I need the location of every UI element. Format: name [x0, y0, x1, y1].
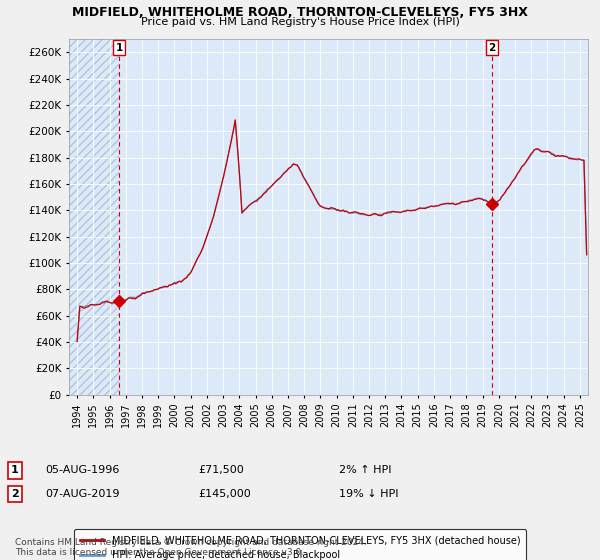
- Text: Price paid vs. HM Land Registry's House Price Index (HPI): Price paid vs. HM Land Registry's House …: [140, 17, 460, 27]
- Text: £145,000: £145,000: [198, 489, 251, 499]
- Text: 05-AUG-1996: 05-AUG-1996: [45, 465, 119, 475]
- Text: Contains HM Land Registry data © Crown copyright and database right 2024.
This d: Contains HM Land Registry data © Crown c…: [15, 538, 367, 557]
- Text: 2: 2: [488, 43, 496, 53]
- Text: MIDFIELD, WHITEHOLME ROAD, THORNTON-CLEVELEYS, FY5 3HX: MIDFIELD, WHITEHOLME ROAD, THORNTON-CLEV…: [72, 6, 528, 18]
- Text: 2% ↑ HPI: 2% ↑ HPI: [339, 465, 391, 475]
- Text: 2: 2: [11, 489, 19, 499]
- Text: 19% ↓ HPI: 19% ↓ HPI: [339, 489, 398, 499]
- Text: 1: 1: [11, 465, 19, 475]
- Bar: [69, 39, 119, 395]
- Text: 1: 1: [115, 43, 122, 53]
- Text: 07-AUG-2019: 07-AUG-2019: [45, 489, 119, 499]
- Text: £71,500: £71,500: [198, 465, 244, 475]
- Legend: MIDFIELD, WHITEHOLME ROAD, THORNTON-CLEVELEYS, FY5 3HX (detached house), HPI: Av: MIDFIELD, WHITEHOLME ROAD, THORNTON-CLEV…: [74, 529, 526, 560]
